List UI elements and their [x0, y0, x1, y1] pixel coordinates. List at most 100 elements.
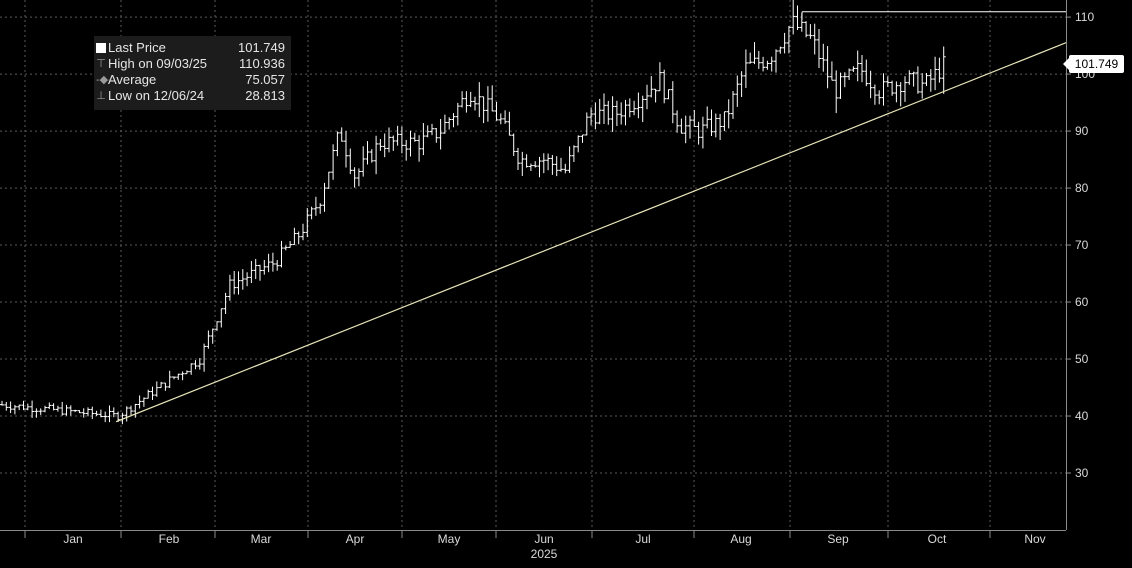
price-bar: [507, 111, 512, 136]
price-bar: [365, 141, 370, 165]
price-bar: [172, 376, 176, 380]
y-tick-label: 50: [1075, 352, 1089, 366]
price-bar: [692, 109, 697, 127]
price-bar: [17, 404, 22, 411]
x-tick-label: Nov: [1024, 532, 1045, 546]
price-bar: [369, 149, 374, 163]
price-bar: [387, 127, 391, 153]
price-bar: [821, 43, 826, 72]
price-bar: [679, 118, 684, 134]
x-axis-tick-labels: Jan Feb Mar Apr May Jun Jul Aug Sep Oct Nov: [63, 532, 1045, 546]
price-bar: [202, 343, 207, 372]
price-bar: [898, 82, 903, 107]
legend-row-last-price: Last Price 101.749: [96, 40, 285, 56]
price-bar: [842, 72, 847, 88]
price-bar: [451, 113, 456, 128]
price-bar: [425, 125, 430, 138]
legend-high-value: 110.936: [238, 56, 285, 71]
price-bar: [279, 240, 284, 268]
price-bar: [885, 76, 890, 88]
price-bar: [150, 386, 155, 401]
price-bar: [937, 57, 942, 83]
price-bar: [421, 123, 426, 156]
price-bar: [460, 91, 465, 108]
price-bar: [455, 102, 460, 126]
price-bar: [838, 72, 843, 99]
price-bar: [554, 156, 559, 177]
price-bar: [808, 24, 813, 39]
price-bar: [597, 98, 602, 125]
price-bar: [915, 66, 920, 94]
price-bar: [602, 93, 606, 125]
x-tick-label: Jun: [534, 532, 553, 546]
price-bar: [675, 110, 680, 133]
price-bar: [890, 80, 895, 96]
price-bar: [743, 49, 748, 88]
price-bar: [713, 113, 718, 138]
price-bar: [73, 409, 78, 413]
price-bar: [64, 404, 69, 416]
price-bar: [606, 100, 611, 125]
price-bar: [103, 411, 108, 423]
price-bar: [4, 401, 9, 411]
price-bar: [924, 73, 929, 87]
price-bar: [296, 231, 301, 245]
price-bar: [584, 112, 589, 136]
price-bar: [305, 208, 310, 238]
price-bar: [688, 115, 692, 139]
price-bar: [25, 403, 30, 411]
price-bar: [748, 52, 753, 64]
price-bar: [81, 408, 86, 418]
price-bar: [124, 406, 129, 422]
price-bar: [189, 363, 194, 375]
price-bar: [227, 274, 232, 301]
price-bar: [705, 106, 710, 129]
price-bar: [662, 69, 667, 104]
price-bar: [309, 206, 314, 220]
price-bar: [481, 96, 486, 124]
price-bar: [636, 92, 641, 119]
price-bar: [464, 91, 469, 113]
price-bar: [533, 161, 538, 168]
price-bar: [206, 330, 211, 349]
x-tick-label: Aug: [730, 532, 751, 546]
price-bar: [829, 61, 834, 81]
price-bar: [43, 405, 47, 413]
price-bar: [68, 405, 73, 416]
price-bar: [649, 76, 654, 98]
legend-row-average: -◆- Average 75.057: [96, 72, 285, 88]
price-bar: [180, 371, 185, 381]
price-bar: [378, 138, 383, 151]
price-bar: [872, 84, 877, 105]
low-marker-icon: ⊥: [96, 90, 106, 102]
price-bar: [412, 132, 417, 142]
price-bar: [670, 81, 675, 124]
price-bar: [593, 102, 598, 130]
x-tick-label: Oct: [928, 532, 947, 546]
price-bar: [855, 50, 860, 82]
price-bar: [38, 408, 43, 415]
price-bar: [430, 123, 434, 136]
price-bar: [253, 258, 258, 280]
price-bar: [391, 135, 396, 151]
price-bar: [77, 410, 82, 414]
price-bar: [107, 405, 112, 423]
legend-last-value: 101.749: [238, 40, 285, 55]
price-bar: [184, 370, 189, 375]
price-bar: [438, 118, 443, 150]
price-bar: [941, 46, 946, 94]
y-tick-label: 40: [1075, 409, 1089, 423]
price-bar: [589, 107, 594, 126]
x-axis-line: [0, 530, 1066, 531]
price-bar: [812, 23, 817, 55]
price-bar: [619, 102, 624, 125]
price-bar: [395, 125, 400, 146]
price-bar: [301, 223, 305, 241]
price-bar: [645, 84, 649, 110]
price-bar: [417, 135, 422, 162]
price-bar: [163, 382, 168, 391]
price-bar: [903, 76, 907, 102]
x-tick-label: Apr: [346, 532, 365, 546]
price-bar: [860, 54, 864, 83]
